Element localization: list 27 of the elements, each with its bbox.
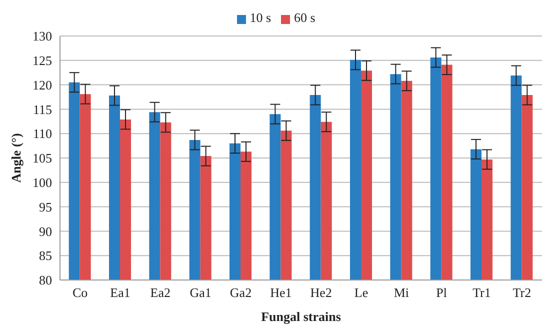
x-tick-label: Tr2 [512,285,532,300]
y-tick-label: 105 [32,150,52,166]
x-tick-label: Mi [394,285,410,300]
x-tick-label: Ga2 [230,285,252,300]
x-tick-label: Le [354,285,368,300]
y-tick-label: 125 [32,53,52,68]
y-tick-label: 80 [39,272,52,288]
x-tick-label: Co [72,285,88,300]
x-tick-label: Tr1 [472,285,491,300]
y-tick-label: 120 [32,77,52,92]
x-tick-label: Ga1 [190,285,212,300]
y-tick-label: 130 [32,28,52,44]
x-tick-label: Ea1 [110,285,130,300]
legend-label: 60 s [294,10,316,25]
x-tick-label: He1 [270,285,292,300]
y-tick-label: 85 [39,248,52,264]
x-tick-label: He2 [310,285,332,300]
y-tick-label: 110 [32,126,52,142]
y-tick-label: 115 [32,102,52,117]
x-axis-title: Fungal strains [261,309,341,324]
legend-label: 10 s [250,10,271,25]
x-tick-label: Pl [436,285,448,300]
y-tick-label: 100 [32,175,52,190]
y-axis-title: Angle (°) [8,133,24,183]
y-tick-label: 95 [39,199,52,214]
y-tick-label: 90 [39,224,52,239]
x-tick-label: Ea2 [150,285,171,300]
